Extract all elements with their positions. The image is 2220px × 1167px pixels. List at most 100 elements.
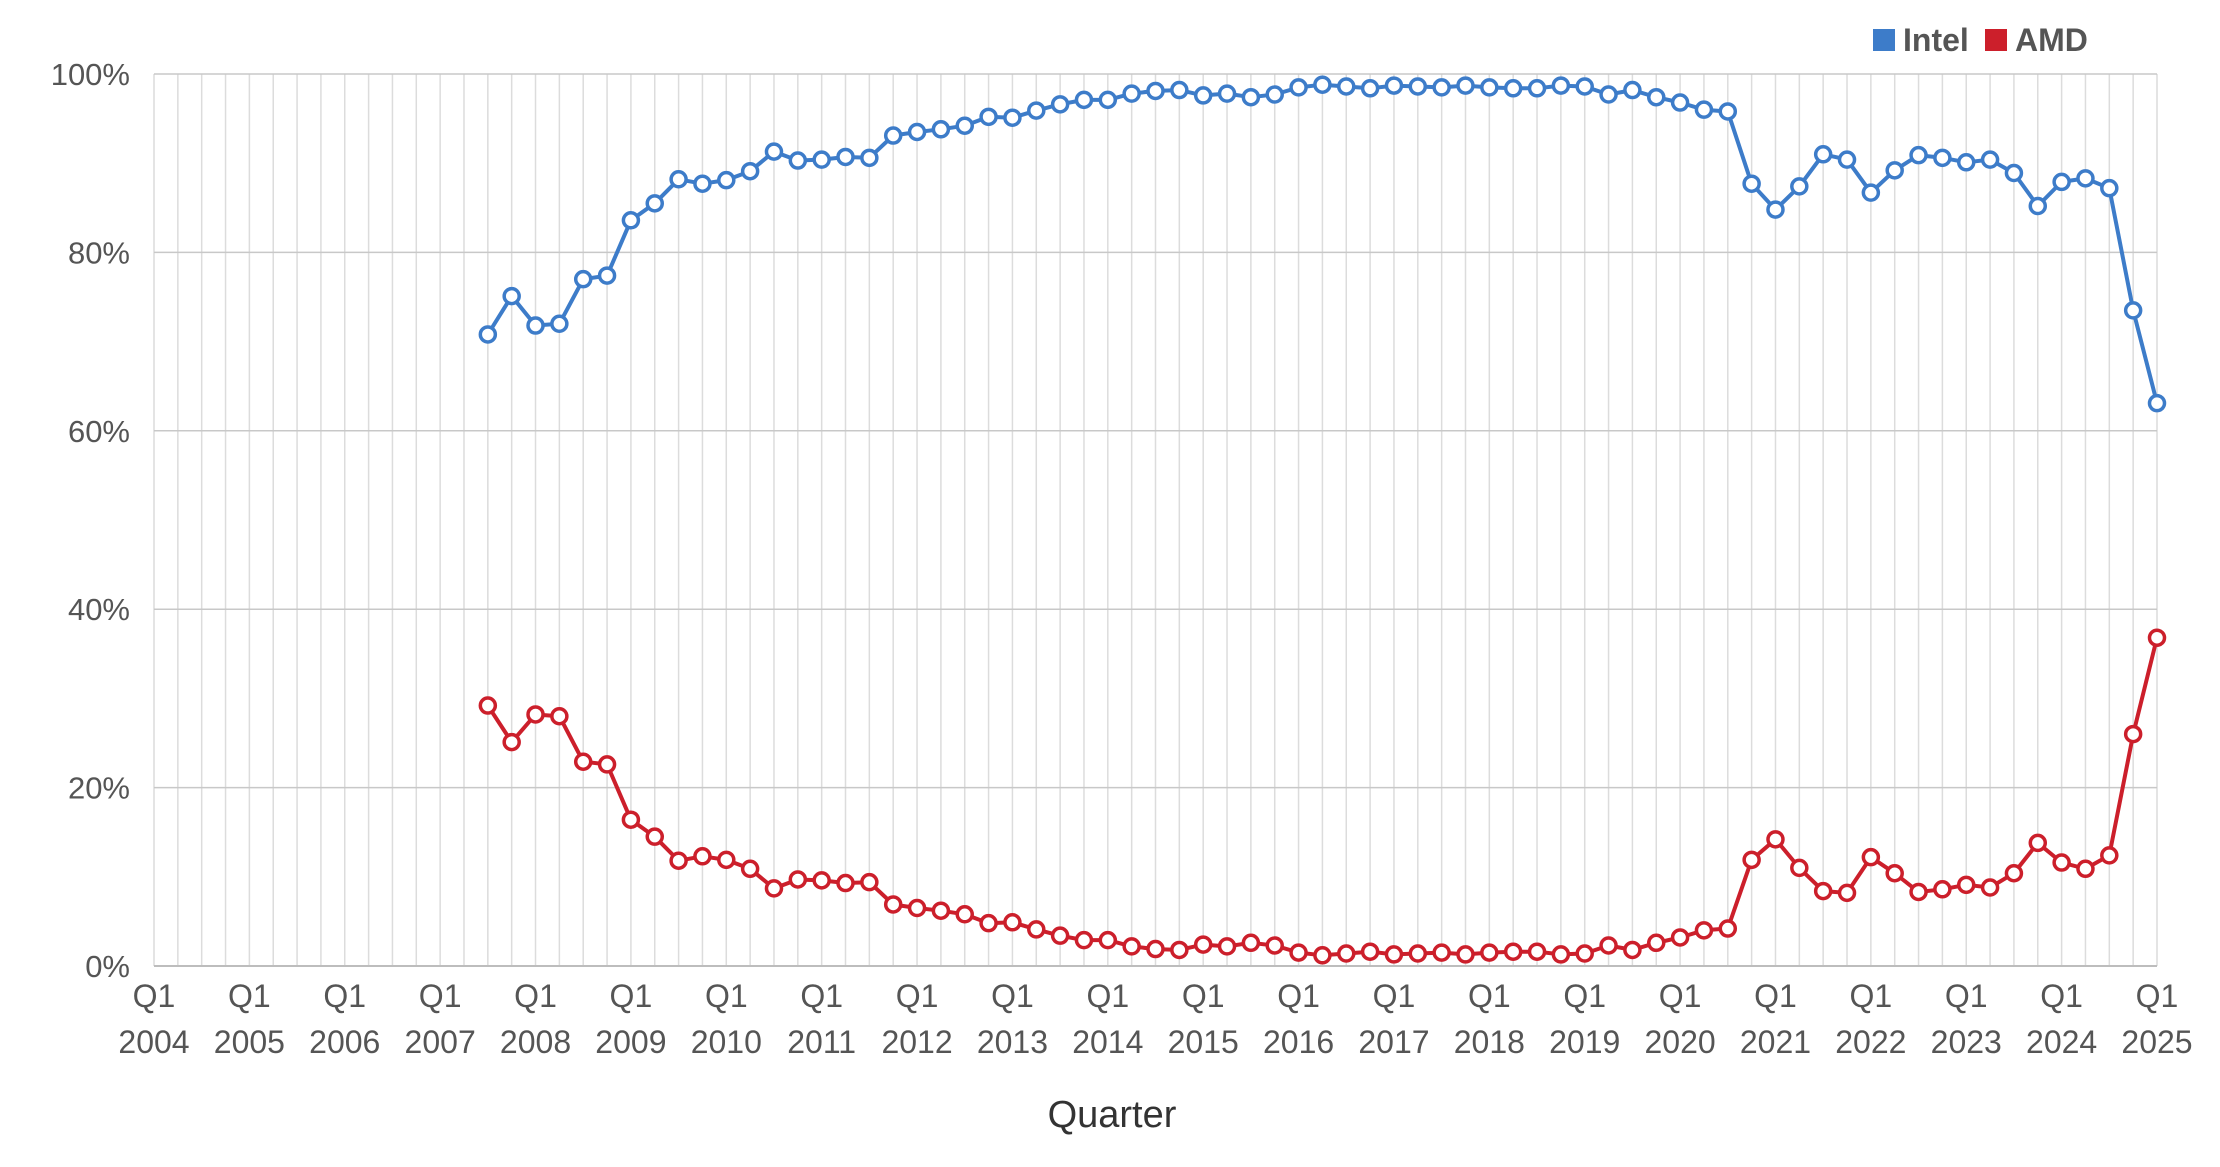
data-point-amd — [1384, 945, 1404, 964]
x-tick-quarter: Q1 — [896, 978, 939, 1014]
data-point-amd — [1766, 830, 1785, 849]
x-tick-label: Q1 2024 — [2026, 978, 2097, 1060]
data-point-intel — [478, 325, 498, 344]
x-tick-year: 2005 — [214, 1024, 285, 1060]
data-point-amd — [1480, 943, 1499, 962]
data-point-amd — [836, 873, 855, 893]
legend-label-amd: AMD — [2015, 22, 2088, 58]
x-tick-year: 2006 — [309, 1024, 380, 1060]
x-tick-quarter: Q1 — [133, 978, 176, 1014]
data-point-amd — [2052, 853, 2071, 872]
data-point-intel — [1670, 93, 1690, 112]
x-tick-quarter: Q1 — [2040, 978, 2083, 1014]
data-point-intel — [1289, 78, 1308, 97]
x-tick-label: Q1 2021 — [1740, 978, 1811, 1060]
data-point-intel — [1575, 77, 1594, 96]
y-tick-label: 20% — [68, 771, 130, 806]
x-tick-label: Q1 2014 — [1072, 978, 1143, 1060]
data-point-amd — [1217, 937, 1237, 956]
data-point-amd — [1146, 939, 1165, 959]
x-tick-quarter: Q1 — [1373, 978, 1416, 1014]
x-tick-year: 2016 — [1263, 1024, 1334, 1060]
x-tick-label: Q1 2025 — [2121, 978, 2192, 1060]
x-axis-title: Quarter — [1048, 1094, 1177, 1136]
legend-item-intel[interactable]: Intel — [1871, 22, 1969, 58]
data-point-intel — [1933, 148, 1952, 168]
data-point-amd — [2123, 724, 2143, 744]
data-point-intel — [1265, 85, 1284, 104]
data-point-amd — [1432, 943, 1451, 962]
x-tick-quarter: Q1 — [1277, 978, 1320, 1014]
data-point-intel — [1217, 84, 1237, 103]
data-point-amd — [788, 870, 808, 889]
data-point-intel — [2100, 178, 2119, 198]
data-point-amd — [1647, 933, 1666, 953]
legend-label-intel: Intel — [1903, 22, 1969, 58]
data-point-amd — [502, 732, 521, 752]
data-point-intel — [1384, 76, 1404, 95]
data-point-intel — [717, 170, 736, 190]
data-point-intel — [1599, 85, 1618, 104]
legend-item-amd[interactable]: AMD — [1983, 22, 2088, 58]
x-tick-year: 2018 — [1454, 1024, 1525, 1060]
x-tick-quarter: Q1 — [1945, 978, 1988, 1014]
data-point-amd — [1527, 942, 1547, 961]
data-point-amd — [1122, 937, 1141, 956]
x-tick-quarter: Q1 — [1659, 978, 1702, 1014]
data-point-amd — [1170, 940, 1189, 960]
data-point-intel — [764, 142, 784, 161]
data-point-intel — [1742, 174, 1761, 193]
data-point-amd — [1599, 936, 1618, 955]
x-tick-year: 2015 — [1168, 1024, 1239, 1060]
data-point-intel — [1241, 87, 1261, 107]
data-point-amd — [955, 905, 974, 924]
data-point-amd — [1956, 875, 1976, 895]
x-tick-label: Q1 2009 — [595, 978, 666, 1060]
data-point-amd — [1837, 883, 1857, 903]
data-point-intel — [812, 150, 831, 169]
data-point-amd — [1718, 919, 1738, 938]
data-point-intel — [2052, 172, 2071, 192]
data-point-amd — [1456, 945, 1475, 964]
axes: 0% 20% 40% 60% 80% 100% Q1 2004 Q1 2005 Q1 2006 Q1 20… — [51, 57, 2193, 1060]
data-point-intel — [1050, 95, 1070, 114]
data-point-intel — [645, 194, 664, 213]
data-point-intel — [931, 120, 951, 139]
x-tick-label: Q1 2015 — [1168, 978, 1239, 1060]
data-point-intel — [1480, 78, 1499, 97]
data-point-intel — [1885, 161, 1904, 180]
data-point-intel — [1503, 79, 1523, 98]
data-point-intel — [860, 148, 879, 168]
x-tick-year: 2010 — [691, 1024, 762, 1060]
data-point-intel — [573, 269, 593, 289]
x-tick-label: Q1 2004 — [118, 978, 189, 1060]
data-point-intel — [1813, 145, 1833, 164]
data-point-amd — [621, 810, 641, 829]
x-tick-quarter: Q1 — [610, 978, 653, 1014]
data-point-amd — [1861, 847, 1881, 867]
data-point-amd — [2028, 833, 2048, 853]
data-point-amd — [1909, 882, 1928, 902]
data-point-amd — [1623, 940, 1642, 960]
data-point-intel — [1718, 102, 1738, 121]
data-point-amd — [979, 913, 998, 933]
y-tick-label: 100% — [51, 57, 130, 92]
data-point-amd — [717, 850, 736, 870]
data-point-intel — [1623, 80, 1642, 100]
data-point-amd — [1050, 926, 1070, 945]
data-point-intel — [502, 286, 521, 306]
data-point-intel — [1647, 87, 1666, 107]
data-point-amd — [931, 901, 951, 920]
x-tick-label: Q1 2017 — [1358, 978, 1429, 1060]
x-tick-label: Q1 2007 — [405, 978, 476, 1060]
x-tick-quarter: Q1 — [1850, 978, 1893, 1014]
data-point-amd — [1503, 942, 1523, 961]
data-point-intel — [1432, 78, 1451, 97]
data-point-amd — [597, 755, 617, 774]
data-point-amd — [1289, 943, 1308, 962]
data-point-intel — [1790, 177, 1809, 196]
data-point-intel — [1551, 76, 1571, 95]
data-point-amd — [1337, 944, 1356, 963]
x-tick-year: 2007 — [405, 1024, 476, 1060]
data-point-intel — [2076, 169, 2095, 188]
